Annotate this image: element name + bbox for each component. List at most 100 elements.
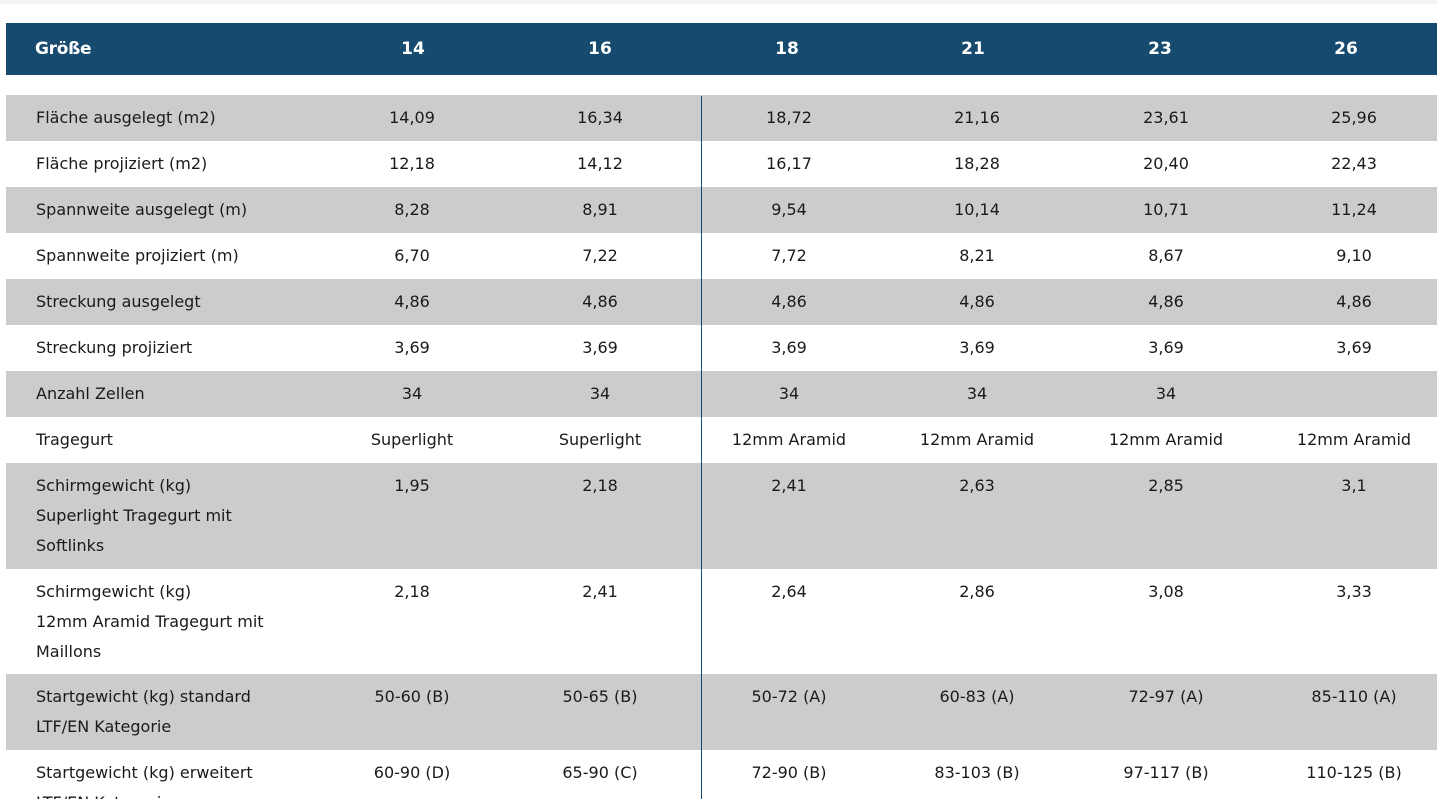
- row-label: Schirmgewicht (kg) 12mm Aramid Tragegurt …: [36, 577, 264, 667]
- row-value: 18,72: [766, 108, 812, 127]
- row-value: 9,54: [771, 200, 807, 219]
- row-label-line: Startgewicht (kg) standard: [36, 687, 251, 706]
- row-value: 9,10: [1336, 246, 1372, 265]
- table-header: Größe 14 16 18 21 23 26: [6, 23, 1437, 75]
- row-value: 2,18: [394, 582, 430, 601]
- row-label-line: Maillons: [36, 642, 102, 661]
- row-value: 23,61: [1143, 108, 1189, 127]
- row-value: 8,91: [582, 200, 618, 219]
- row-value: 50-72 (A): [751, 687, 827, 706]
- row-value: 1,95: [394, 476, 430, 495]
- row-value: 7,22: [582, 246, 618, 265]
- header-label: Größe: [35, 39, 92, 59]
- row-value: 65-90 (C): [562, 763, 638, 782]
- row-value: 3,69: [394, 338, 430, 357]
- row-label-line: Schirmgewicht (kg): [36, 476, 192, 495]
- row-value: 72-90 (B): [751, 763, 827, 782]
- row-label-line: Schirmgewicht (kg): [36, 582, 192, 601]
- row-value: 8,21: [959, 246, 995, 265]
- table-row: Startgewicht (kg) erweitert LTF/EN Katego…: [6, 750, 1437, 799]
- row-value: 3,33: [1336, 582, 1372, 601]
- row-value: Superlight: [370, 430, 454, 449]
- row-label-line: Streckung ausgelegt: [36, 292, 201, 311]
- row-label-line: Startgewicht (kg) erweitert: [36, 763, 253, 782]
- spec-table: Fläche ausgelegt (m2) 14,09 16,34 18,72 21,1…: [6, 95, 1437, 799]
- header-size-26: 26: [1334, 39, 1358, 59]
- row-value: 2,18: [582, 476, 618, 495]
- row-label: Spannweite ausgelegt (m): [36, 195, 247, 225]
- row-value: 83-103 (B): [934, 763, 1020, 782]
- row-value: 34: [1155, 384, 1177, 403]
- row-value: 72-97 (A): [1128, 687, 1204, 706]
- row-value: 34: [589, 384, 611, 403]
- column-divider: [701, 96, 702, 799]
- row-value: 16,34: [577, 108, 623, 127]
- table-row: Schirmgewicht (kg) Superlight Tragegurt m…: [6, 463, 1437, 569]
- row-value: 60-90 (D): [373, 763, 451, 782]
- row-value: 12mm Aramid: [1296, 430, 1412, 449]
- row-label: Fläche ausgelegt (m2): [36, 103, 216, 133]
- table-row: Fläche ausgelegt (m2) 14,09 16,34 18,72 21,1…: [6, 95, 1437, 141]
- row-value: 7,72: [771, 246, 807, 265]
- table-row: Startgewicht (kg) standard LTF/EN Kategor…: [6, 674, 1437, 750]
- row-value: 11,24: [1331, 200, 1377, 219]
- row-value: 2,85: [1148, 476, 1184, 495]
- row-value: 2,41: [582, 582, 618, 601]
- row-value: 3,1: [1341, 476, 1367, 495]
- row-label-line: Tragegurt: [36, 430, 113, 449]
- row-label-line: Streckung projiziert: [36, 338, 193, 357]
- row-value: 21,16: [954, 108, 1000, 127]
- row-value: 50-65 (B): [562, 687, 638, 706]
- row-label-line: Superlight Tragegurt mit: [36, 506, 232, 525]
- row-value: 97-117 (B): [1123, 763, 1209, 782]
- row-value: 2,86: [959, 582, 995, 601]
- row-label-line: Softlinks: [36, 536, 105, 555]
- row-value: 10,71: [1143, 200, 1189, 219]
- row-value: 4,86: [582, 292, 618, 311]
- row-label: Fläche projiziert (m2): [36, 149, 207, 179]
- row-label-line: 12mm Aramid Tragegurt mit: [36, 612, 264, 631]
- row-value: 34: [966, 384, 988, 403]
- row-value: 4,86: [959, 292, 995, 311]
- table-row: Streckung ausgelegt 4,86 4,86 4,86 4,86 4,86 4…: [6, 279, 1437, 325]
- row-value: 20,40: [1143, 154, 1189, 173]
- row-value: 10,14: [954, 200, 1000, 219]
- table-row: Tragegurt Superlight Superlight 12mm Aramid…: [6, 417, 1437, 463]
- row-label-line: Fläche ausgelegt (m2): [36, 108, 216, 127]
- row-label: Tragegurt: [36, 425, 113, 455]
- row-value: 8,28: [394, 200, 430, 219]
- row-value: 8,67: [1148, 246, 1184, 265]
- table-row: Spannweite projiziert (m) 6,70 7,22 7,72 8,2…: [6, 233, 1437, 279]
- row-value: 2,41: [771, 476, 807, 495]
- row-value: 2,64: [771, 582, 807, 601]
- header-size-14: 14: [401, 39, 425, 59]
- row-value: 3,69: [582, 338, 618, 357]
- row-label: Startgewicht (kg) standard LTF/EN Kategor…: [36, 682, 251, 742]
- row-label: Startgewicht (kg) erweitert LTF/EN Katego…: [36, 758, 253, 799]
- row-value: 110-125 (B): [1306, 763, 1402, 782]
- row-value: 22,43: [1331, 154, 1377, 173]
- row-label-line: Fläche projiziert (m2): [36, 154, 208, 173]
- row-value: 18,28: [954, 154, 1000, 173]
- row-value: 3,69: [959, 338, 995, 357]
- row-value: 12mm Aramid: [731, 430, 847, 449]
- row-value: 4,86: [771, 292, 807, 311]
- row-label-line: LTF/EN Kategorie: [36, 788, 253, 799]
- table-row: Fläche projiziert (m2) 12,18 14,12 16,17 18,…: [6, 141, 1437, 187]
- row-label: Schirmgewicht (kg) Superlight Tragegurt m…: [36, 471, 232, 561]
- row-value: 3,69: [1336, 338, 1372, 357]
- row-value: 25,96: [1331, 108, 1377, 127]
- row-value: 34: [778, 384, 800, 403]
- row-value: 34: [401, 384, 423, 403]
- row-value: 3,69: [1148, 338, 1184, 357]
- header-size-16: 16: [588, 39, 612, 59]
- row-value: 60-83 (A): [939, 687, 1015, 706]
- table-row: Spannweite ausgelegt (m) 8,28 8,91 9,54 10,1…: [6, 187, 1437, 233]
- row-value: 12,18: [389, 154, 435, 173]
- row-value: 4,86: [1336, 292, 1372, 311]
- row-value: 85-110 (A): [1311, 687, 1397, 706]
- row-label: Spannweite projiziert (m): [36, 241, 239, 271]
- row-value: 14,09: [389, 108, 435, 127]
- row-label: Streckung ausgelegt: [36, 287, 201, 317]
- table-row: Schirmgewicht (kg) 12mm Aramid Tragegurt …: [6, 569, 1437, 674]
